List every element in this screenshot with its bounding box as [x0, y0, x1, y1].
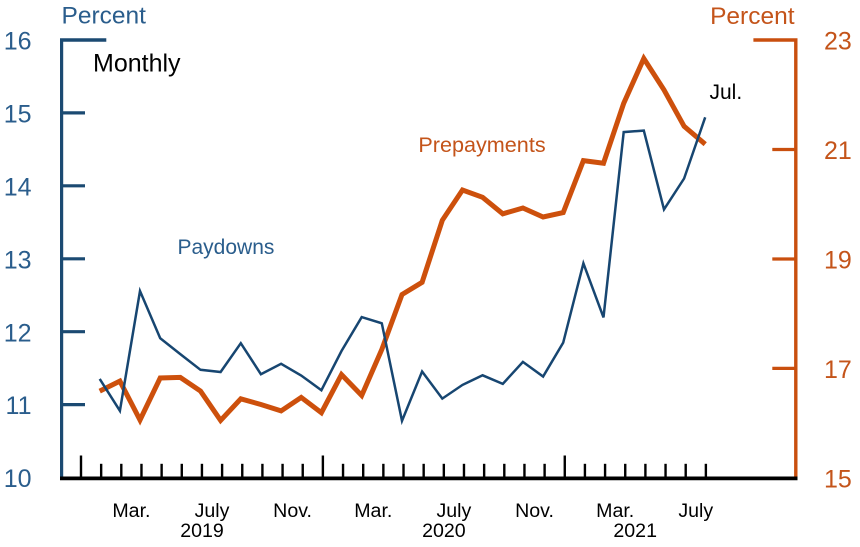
- svg-text:14: 14: [4, 173, 32, 201]
- svg-text:Nov.: Nov.: [273, 500, 312, 522]
- svg-text:19: 19: [824, 247, 852, 275]
- svg-text:2019: 2019: [180, 520, 224, 542]
- svg-text:Paydowns: Paydowns: [178, 236, 275, 259]
- svg-text:July: July: [195, 500, 230, 522]
- svg-text:Monthly: Monthly: [93, 50, 181, 78]
- svg-text:Mar.: Mar.: [354, 500, 392, 522]
- svg-text:Mar.: Mar.: [596, 500, 634, 522]
- svg-text:July: July: [678, 500, 713, 522]
- svg-text:15: 15: [824, 466, 852, 494]
- svg-text:11: 11: [6, 392, 32, 420]
- svg-text:2020: 2020: [422, 520, 466, 542]
- svg-text:17: 17: [824, 356, 852, 384]
- svg-text:July: July: [436, 500, 471, 522]
- svg-text:Mar.: Mar.: [112, 500, 150, 522]
- svg-text:10: 10: [4, 465, 32, 493]
- svg-text:Percent: Percent: [62, 3, 147, 30]
- svg-text:Prepayments: Prepayments: [418, 132, 545, 157]
- svg-text:15: 15: [4, 101, 32, 129]
- svg-text:Jul.: Jul.: [710, 81, 743, 104]
- svg-text:16: 16: [4, 28, 32, 56]
- svg-text:12: 12: [4, 319, 32, 347]
- svg-text:23: 23: [824, 28, 852, 56]
- svg-text:13: 13: [4, 246, 32, 274]
- svg-text:Nov.: Nov.: [515, 500, 554, 522]
- svg-text:21: 21: [824, 137, 852, 165]
- svg-text:2021: 2021: [613, 520, 657, 542]
- svg-text:Percent: Percent: [710, 3, 795, 30]
